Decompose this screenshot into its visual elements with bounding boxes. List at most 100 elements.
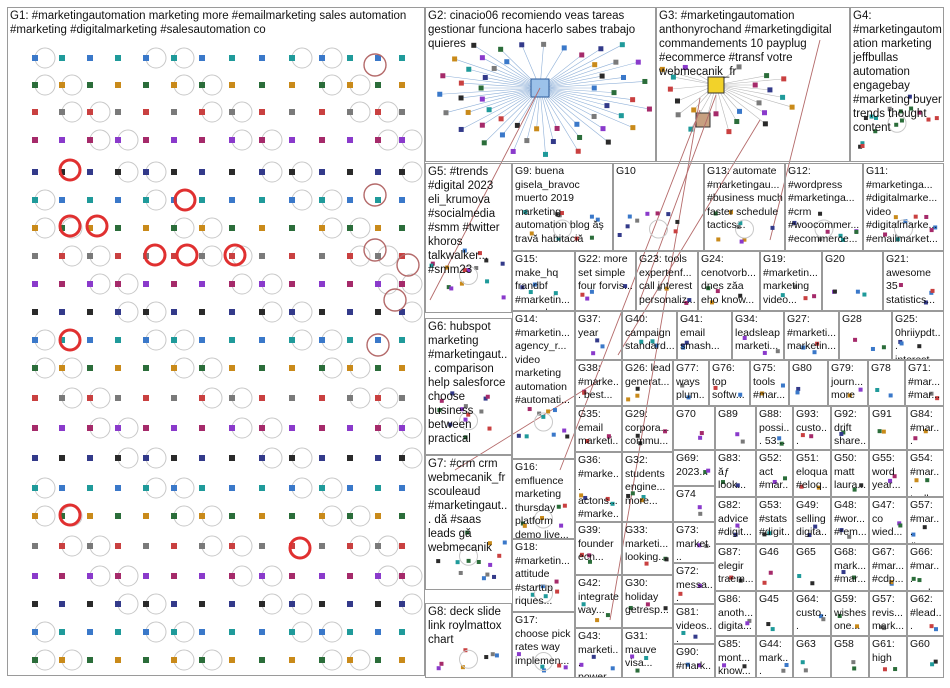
group-node — [595, 217, 600, 222]
g1-node — [143, 629, 149, 635]
group-node — [481, 576, 486, 581]
group-node — [863, 116, 868, 121]
group-node — [762, 532, 767, 537]
group-node — [909, 106, 914, 111]
g1-node — [115, 197, 121, 203]
group-node — [736, 224, 741, 229]
group-node — [628, 605, 633, 610]
g1-node — [59, 485, 65, 491]
group-node — [870, 346, 875, 351]
group-node — [855, 624, 860, 629]
group-node — [882, 667, 887, 672]
g1-node — [289, 197, 295, 203]
group-self-loop — [459, 266, 478, 285]
g1-node — [399, 543, 405, 549]
group-node — [436, 559, 441, 564]
group-box-g8: G8: deck slide link roylmattox chart — [425, 603, 512, 678]
group-label-g31: G31: mauve visa... — [625, 630, 657, 669]
g1-node — [171, 109, 177, 115]
g1-node — [289, 543, 295, 549]
g1-node — [399, 225, 405, 231]
group-node — [738, 578, 743, 583]
group-node — [585, 296, 590, 301]
group-node — [800, 433, 805, 438]
group-node — [655, 211, 660, 216]
g1-node — [229, 601, 235, 607]
g1-node — [399, 55, 405, 61]
g1-node — [229, 365, 235, 371]
g2-edge — [461, 87, 541, 99]
g1-node — [259, 425, 265, 431]
group-self-loop — [534, 509, 553, 529]
group-node — [465, 530, 470, 535]
group-node — [903, 219, 908, 224]
group-box-g28: G28 — [839, 311, 892, 360]
group-node — [832, 289, 837, 294]
group-node — [775, 349, 780, 354]
g1-node — [199, 197, 205, 203]
group-node — [924, 214, 929, 219]
group-label-g91: G91 — [872, 408, 892, 420]
group-node — [875, 387, 880, 392]
g1-node — [143, 169, 149, 175]
group-node — [664, 557, 669, 562]
group-box-g45: G45 — [756, 591, 793, 636]
group-node — [894, 122, 899, 127]
group-label-g74: G74 — [676, 488, 696, 500]
group-node — [488, 562, 493, 567]
g2-node — [646, 106, 652, 112]
g3-node — [767, 87, 773, 93]
g2-node — [458, 80, 464, 86]
g1-node — [115, 485, 121, 491]
g1-node — [319, 573, 325, 579]
g1-node — [87, 455, 93, 461]
g1-node — [171, 82, 177, 88]
group-node — [630, 654, 635, 659]
group-label-g72: G72: messa... — [676, 565, 713, 604]
g1-node — [347, 455, 353, 461]
group-box-g5: G5: #trends #digital 2023 eli_krumova #s… — [425, 163, 512, 313]
g1-node — [347, 543, 353, 549]
g1-node — [319, 169, 325, 175]
g1-node — [87, 82, 93, 88]
group-label-g19: G19: #marketin... marketing video... — [763, 253, 818, 306]
g1-node — [199, 225, 205, 231]
group-node — [883, 232, 888, 237]
g1-node — [143, 573, 149, 579]
g2-node — [605, 139, 611, 145]
g1-node — [143, 55, 149, 61]
group-box-g52: G52: act #mar... — [756, 450, 793, 497]
group-label-g92: G92: drift share... — [834, 408, 867, 449]
g1-node — [171, 55, 177, 61]
g2-edge — [539, 87, 608, 106]
group-box-g88: G88: possi... 53... — [756, 406, 793, 450]
g1-node — [259, 573, 265, 579]
g1-node — [59, 425, 65, 431]
group-node — [527, 407, 532, 412]
group-node — [933, 659, 938, 664]
group-node — [529, 231, 534, 236]
g1-node — [289, 395, 295, 401]
g3-node — [752, 82, 758, 88]
group-node — [933, 225, 938, 230]
g1-node — [143, 455, 149, 461]
group-label-g5: G5: #trends #digital 2023 eli_krumova #s… — [428, 166, 500, 276]
g1-node — [171, 601, 177, 607]
g1-node — [259, 137, 265, 143]
g2-edge — [461, 82, 541, 89]
group-node — [779, 441, 784, 446]
group-node — [623, 284, 628, 289]
cross-group-edge — [769, 39, 821, 241]
group-node — [552, 408, 557, 413]
g1-node — [399, 82, 405, 88]
g1-node — [347, 253, 353, 259]
group-node — [657, 286, 662, 291]
group-box-g42: G42: integrate way... — [575, 575, 622, 628]
group-node — [460, 665, 465, 670]
group-node — [821, 617, 826, 622]
group-self-loop — [459, 546, 478, 566]
group-node — [574, 236, 579, 241]
g1-node — [199, 365, 205, 371]
group-node — [907, 94, 912, 99]
g1-node — [289, 137, 295, 143]
